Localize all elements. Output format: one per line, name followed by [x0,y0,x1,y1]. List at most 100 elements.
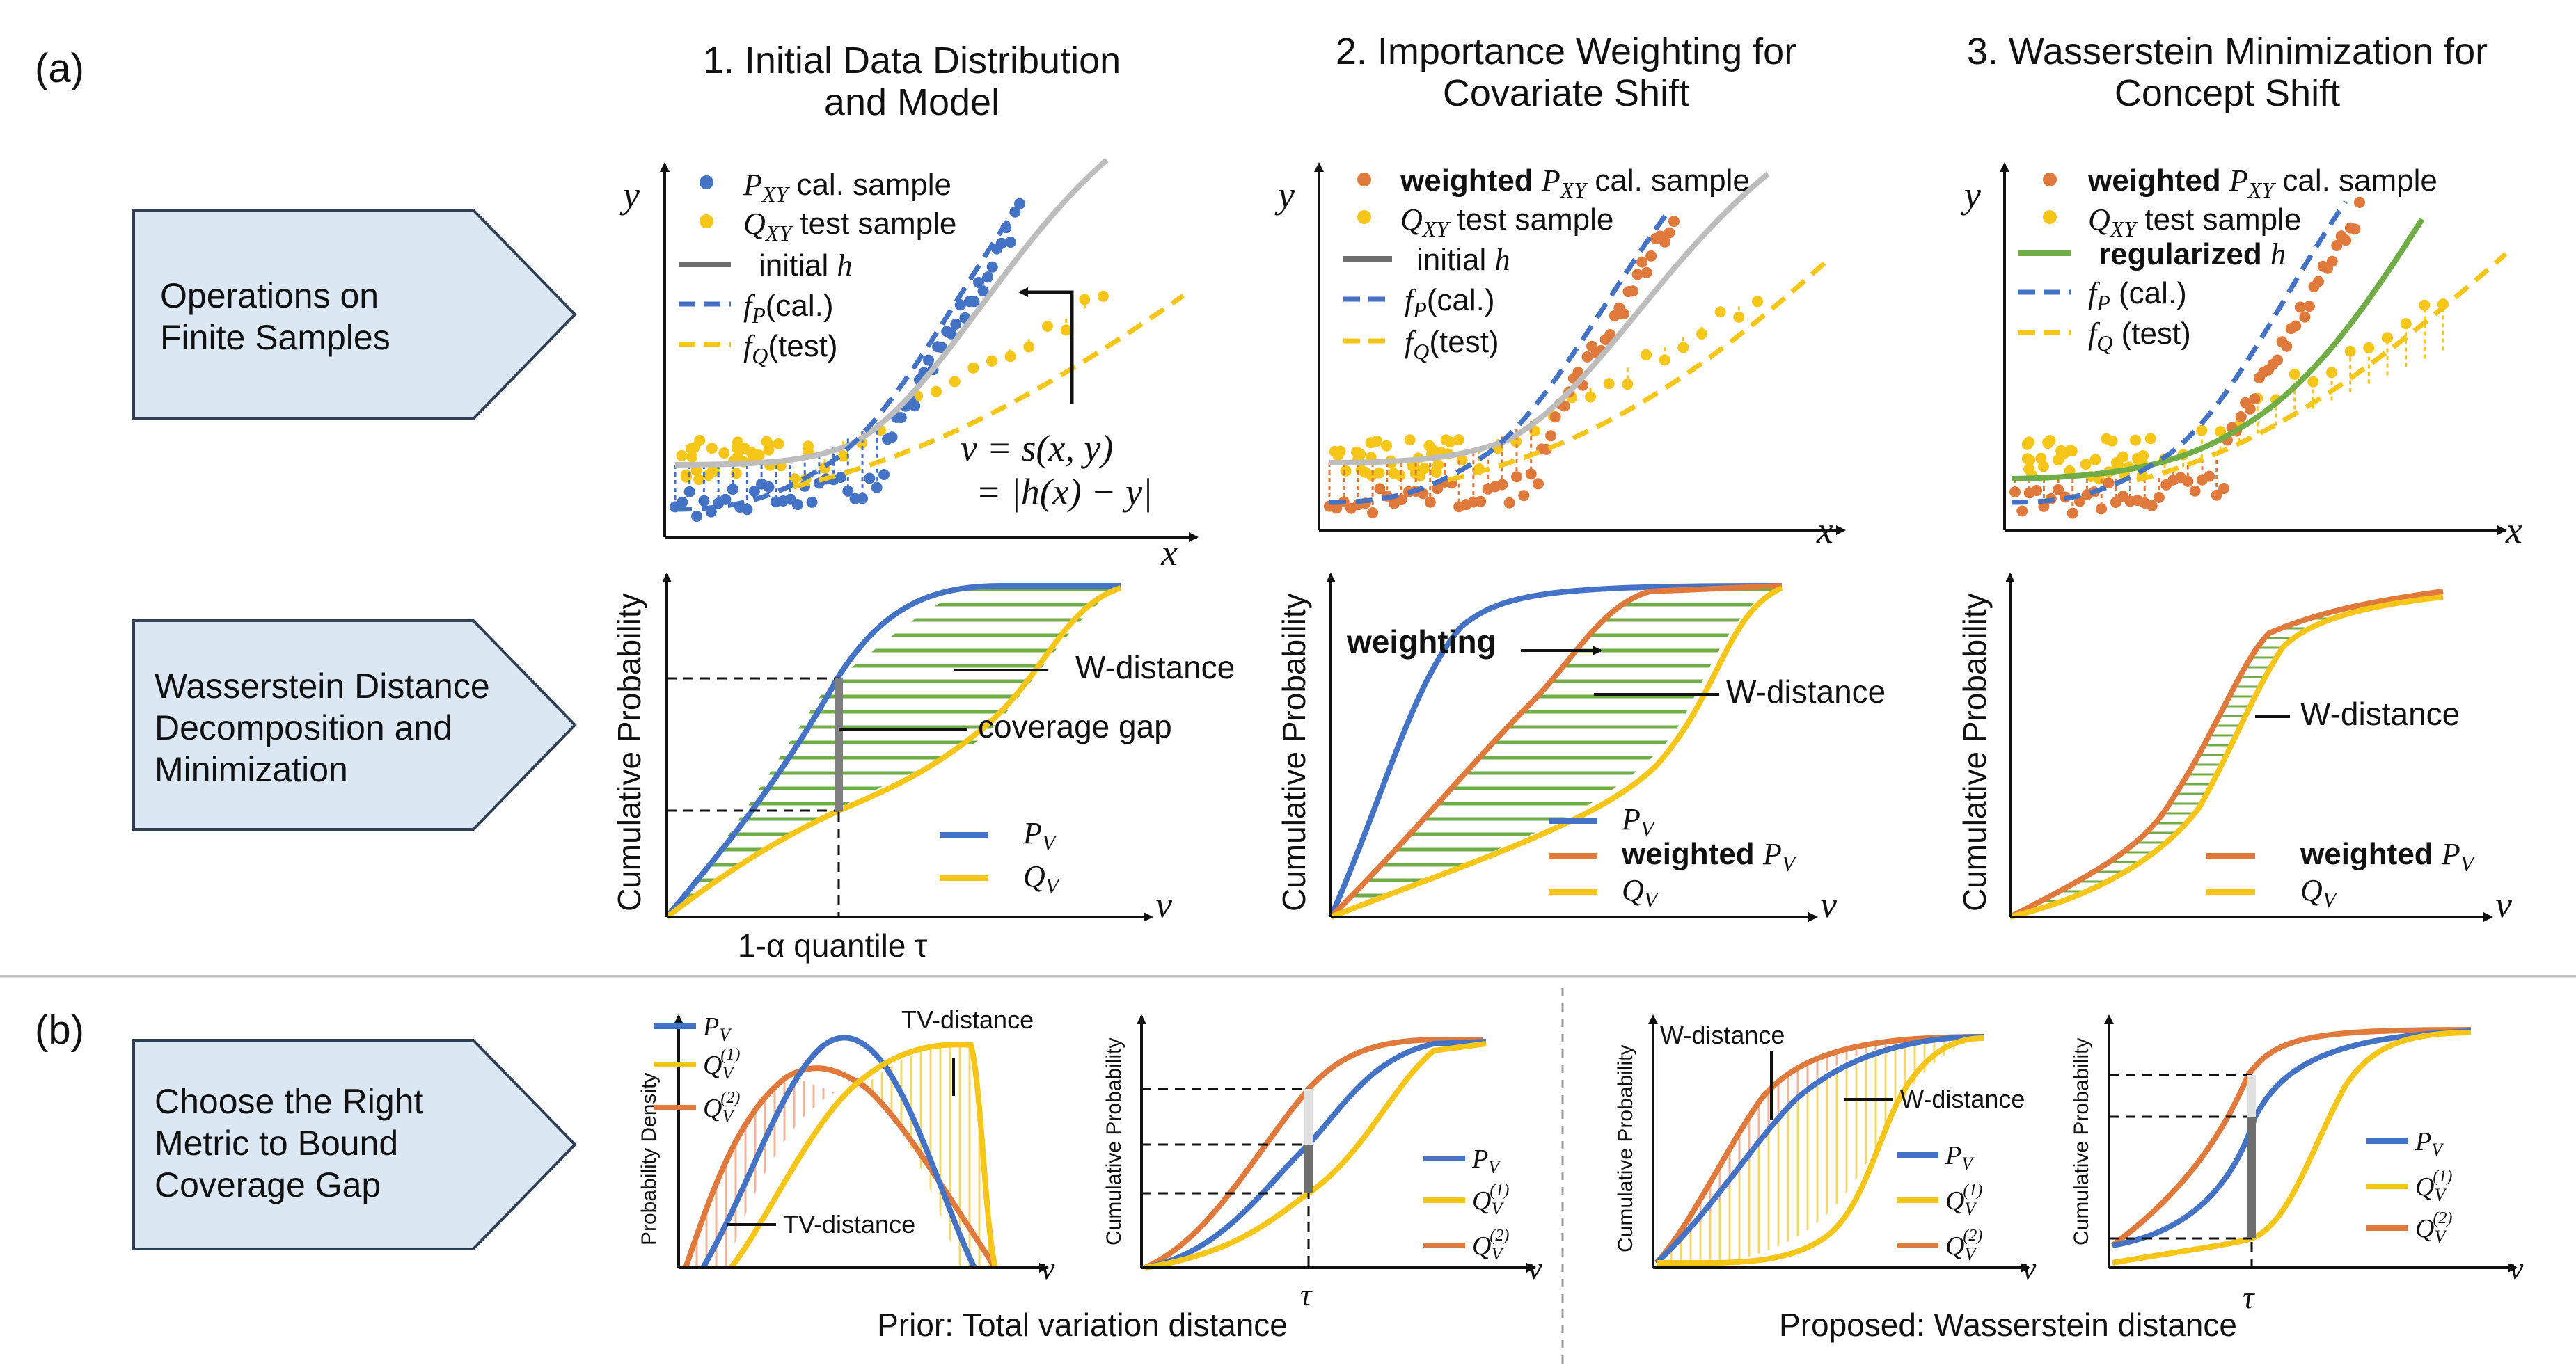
cdf-panel-1: Cumulative Probability v 1-α quantile τ … [611,573,1235,964]
test-sample-point [2023,463,2035,475]
cal-sample-point [2290,320,2302,332]
pdf-panel: Probability Density v TV-distance TV-dis… [638,1005,1055,1286]
score-formula-line1: v = s(x, y) [961,427,1113,469]
cal-sample-point [2103,477,2115,489]
cal-sample-point [1014,198,1025,209]
test-sample-point [931,385,942,397]
test-sample-point [1603,378,1615,390]
cdf-panel-3: Cumulative Probability v W-distance weig… [1957,573,2512,925]
cal-sample-point [1618,308,1629,320]
test-sample-point [1733,311,1745,323]
test-sample-point [789,473,800,485]
cal-sample-point [1664,227,1675,239]
tv-cdf-panel: Cumulative Probability v τ PV QV(1) QV(2… [1103,1014,1542,1312]
test-sample-point [1354,448,1366,460]
cal-sample-point [2354,196,2365,208]
cal-sample-point [2146,500,2158,511]
cal-sample-point [864,472,876,484]
svg-text:Cumulative Probability: Cumulative Probability [1614,1045,1637,1252]
svg-text:W-distance: W-distance [2300,696,2460,732]
svg-text:initial h: initial h [1416,243,1510,277]
svg-text:initial h: initial h [759,248,853,282]
svg-text:QV(1): QV(1) [2415,1168,2452,1205]
test-sample-point [2144,433,2156,445]
svg-text:y: y [619,174,640,216]
cal-sample-point [763,481,775,493]
test-sample-point [1334,445,1346,457]
test-sample-point [2035,452,2047,464]
test-sample-point [2053,454,2064,466]
svg-text:x: x [1160,532,1178,573]
test-sample-point [688,442,700,454]
svg-text:fP(cal.): fP(cal.) [1405,283,1495,322]
test-sample-point [1714,306,1726,318]
svg-text:fP(cal.): fP(cal.) [743,289,834,328]
svg-text:QV: QV [2300,873,2339,912]
cal-sample-point [2016,505,2028,517]
initial-h-curve [674,157,1109,468]
cal-sample-point [2053,484,2064,495]
test-sample-point [2132,452,2143,464]
test-sample-point [2130,434,2141,446]
cal-sample-point [977,285,989,297]
column-title-1: 1. Initial Data Distribution and Model [703,40,1121,123]
test-sample-point [1444,436,1456,448]
column-title-3: 3. Wasserstein Minimization for Concept S… [1967,31,2488,114]
test-sample-point [2024,454,2036,466]
cal-sample-point [842,485,854,497]
cal-sample-point [2211,489,2222,501]
cal-sample-point [2326,255,2338,267]
cal-sample-point [995,237,1007,249]
test-sample-point [1430,467,1442,478]
legend-3: weighted PXY cal. sample QXY test sample… [2018,164,2437,356]
cal-sample-point [791,499,803,511]
score-formula-line2: = |h(x) − y| [976,471,1153,513]
test-sample-point [718,447,730,459]
cal-sample-point [1525,468,1537,480]
svg-text:PV: PV [1022,816,1058,855]
cal-sample-point [1374,483,1386,495]
row-label-metric: Choose the Right Metric to Bound Coverage … [132,1039,577,1250]
svg-text:τ: τ [2243,1280,2255,1315]
test-sample-point [2363,342,2375,353]
svg-text:fQ (test): fQ (test) [2088,317,2191,356]
test-sample-point [1079,294,1091,305]
cal-sample-point [2303,301,2315,312]
test-sample-point [676,449,688,461]
scatter-panel-1: y x PXY cal. sample QXY test sample init… [619,157,1199,573]
svg-text:QXY test sample: QXY test sample [743,207,956,246]
test-sample-point [1752,296,1763,308]
cal-sample-point [1627,285,1638,297]
cal-sample-point [982,271,994,283]
svg-text:Cumulative Probability: Cumulative Probability [611,593,647,911]
cal-sample-point [698,495,710,507]
test-sample-point [2042,438,2054,449]
svg-text:v: v [1155,884,1172,925]
test-sample-point [1659,354,1670,366]
row-label-operations: Operations on Finite Samples [132,209,577,420]
test-sample-point [1404,434,1416,446]
cal-sample-point [895,412,907,424]
svg-text:PV: PV [2415,1127,2444,1160]
cal-sample-point [1533,478,1544,490]
tv-cdf-q2 [1144,1036,1483,1271]
test-sample-point [1381,440,1393,452]
cal-sample-point [748,486,760,497]
weighting-label: weighting [1346,623,1496,660]
cal-sample-point [878,469,890,481]
cal-sample-point [1668,216,1680,228]
test-sample-point [1388,468,1399,479]
svg-text:W-distance: W-distance [1900,1085,2025,1113]
svg-text:weighted PV: weighted PV [1621,837,1798,876]
fp-cal-curve [674,207,1018,512]
test-sample-point [2117,451,2128,463]
svg-text:QV(2): QV(2) [1945,1227,1982,1264]
test-sample-point [2326,367,2337,379]
scatter-panel-3: y x weighted PXY cal. sample QXY test sa… [1961,162,2522,551]
cal-sample-point [1645,250,1657,262]
cal-sample-point [2294,301,2306,313]
test-sample-point [732,436,744,448]
test-sample-point [2196,424,2208,436]
test-sample-point [2419,299,2431,311]
